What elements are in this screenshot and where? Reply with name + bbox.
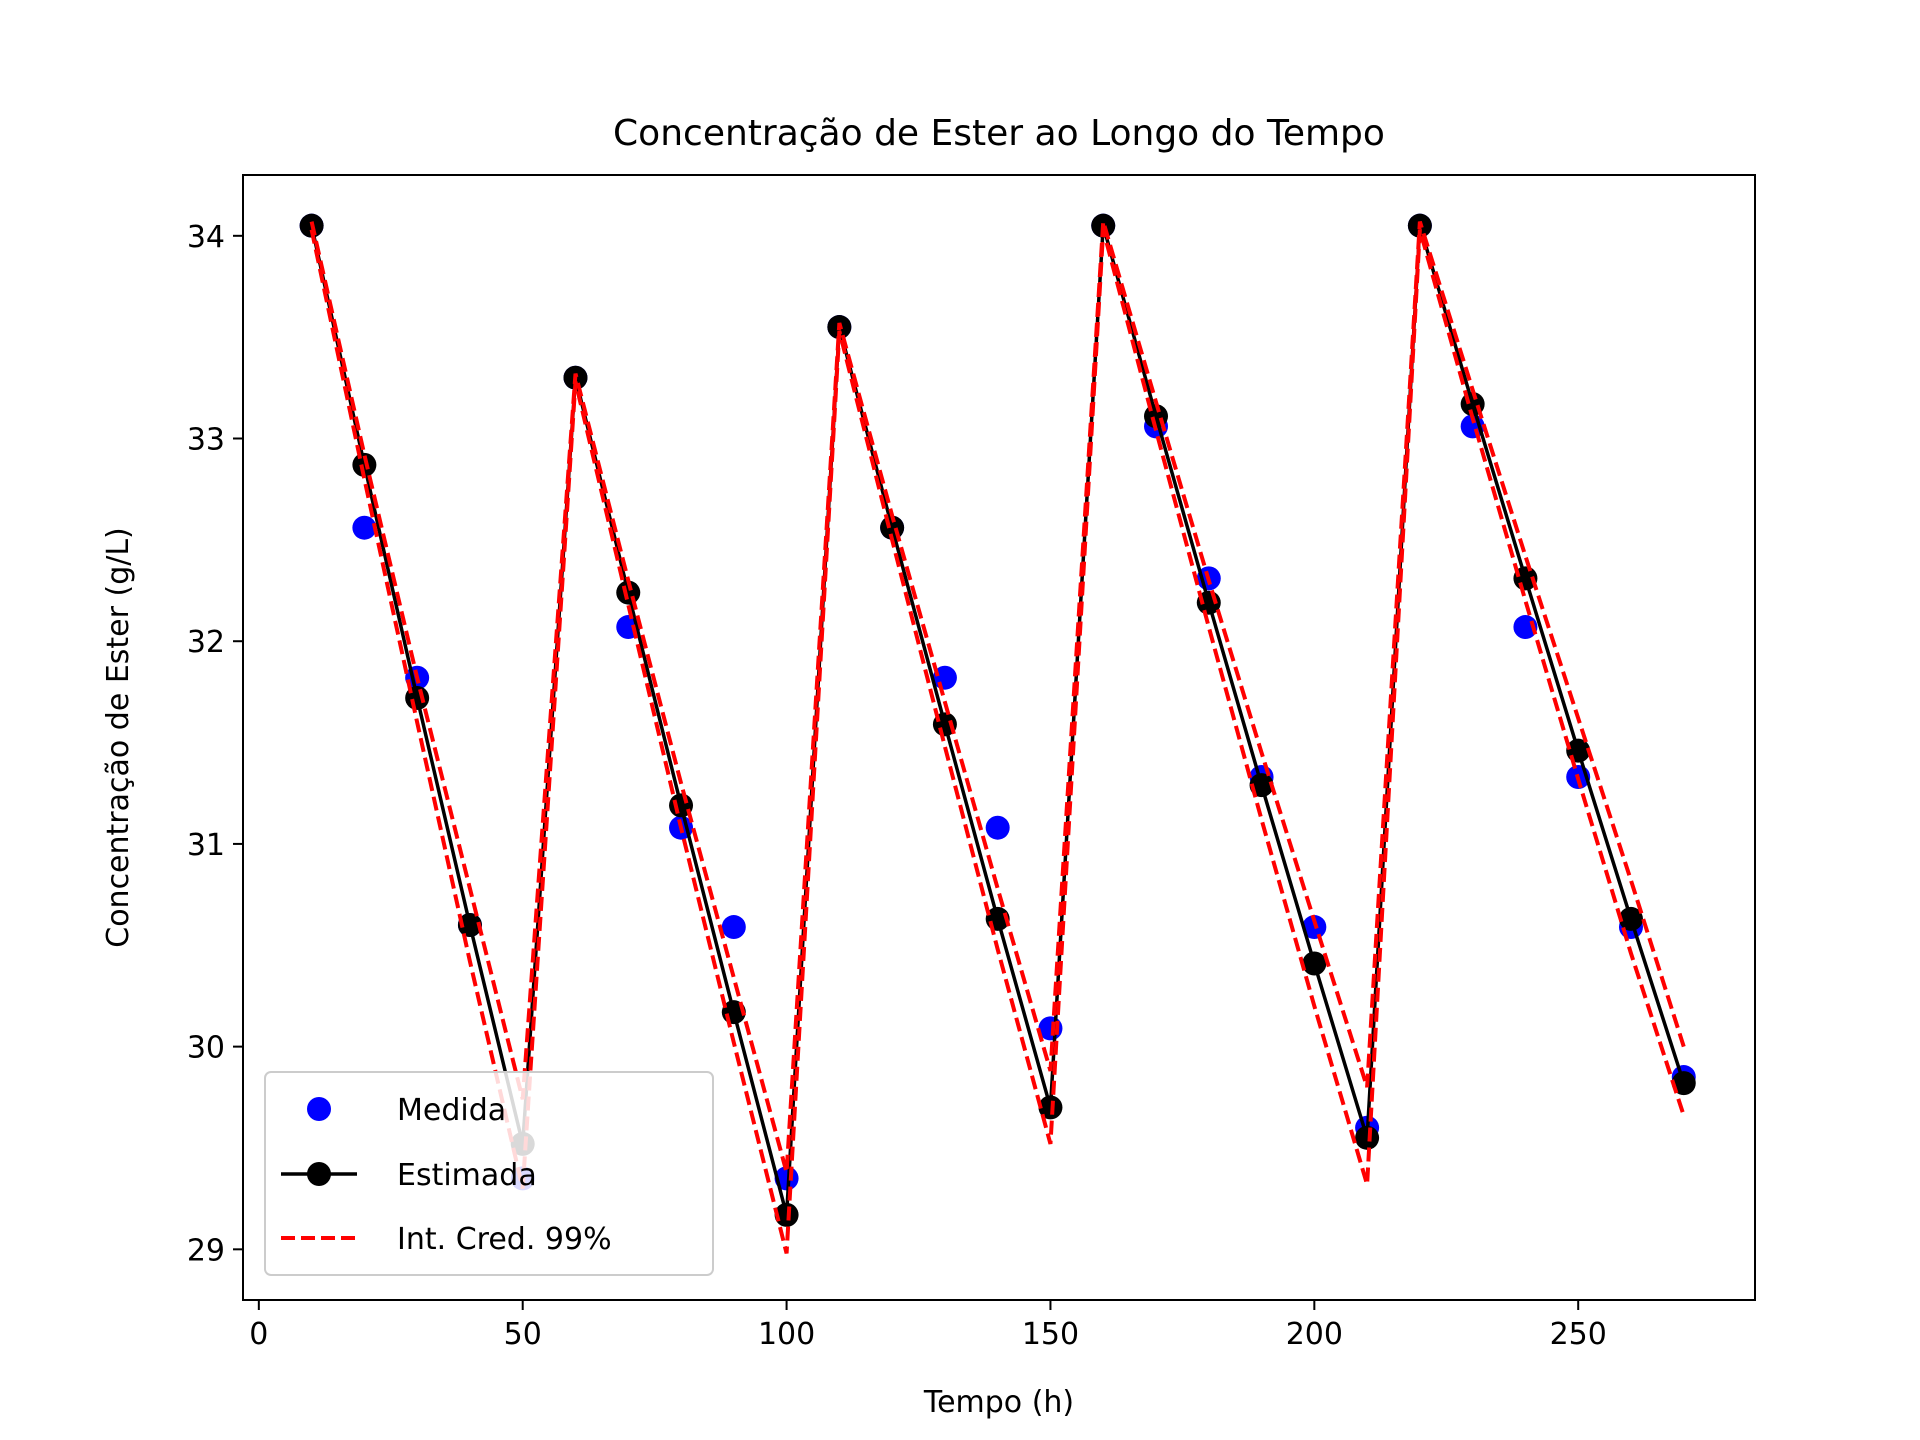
x-axis: 0 50 100 150 200 250 [249, 1300, 1607, 1352]
legend-medida-label: Medida [397, 1093, 506, 1128]
y-tick-label: 31 [187, 828, 225, 863]
estimated-point [1671, 1071, 1696, 1096]
credible-interval-lower-line [309, 229, 1686, 1254]
estimated-point [457, 913, 482, 937]
x-tick-label: 250 [1550, 1317, 1607, 1352]
estimated-point [1355, 1125, 1380, 1150]
series-layer [299, 213, 1696, 1254]
y-tick-label: 30 [187, 1031, 225, 1066]
legend-estimada-label: Estimada [397, 1158, 537, 1193]
y-tick-label: 34 [187, 220, 225, 255]
estimated-point [1302, 951, 1327, 976]
estimated-point [1038, 1095, 1063, 1120]
measured-point [721, 915, 746, 940]
measured-point [352, 515, 377, 540]
legend-box [264, 1071, 714, 1276]
estimated-line [309, 225, 1686, 1216]
measured-point [985, 815, 1010, 840]
credible-interval-upper-line [309, 221, 1686, 1173]
estimated-point [774, 1202, 799, 1227]
x-tick-label: 100 [758, 1317, 815, 1352]
y-axis: 29 30 31 32 33 34 [187, 220, 243, 1268]
x-tick-label: 0 [249, 1317, 268, 1352]
estimated-point [1566, 738, 1591, 763]
y-tick-label: 32 [187, 625, 225, 660]
x-tick-label: 50 [504, 1317, 542, 1352]
x-tick-label: 150 [1022, 1317, 1079, 1352]
plot-area [242, 174, 1756, 1301]
x-tick-label: 200 [1286, 1317, 1343, 1352]
y-axis-label: Concentração de Ester (g/L) [101, 527, 136, 948]
legend-entries: Medida Estimada Int. Cred. 99% [281, 1093, 612, 1257]
legend: Medida Estimada Int. Cred. 99% [264, 1071, 714, 1276]
y-tick-label: 33 [187, 423, 225, 458]
legend-credible-label: Int. Cred. 99% [397, 1222, 612, 1257]
legend-estimada-marker [307, 1162, 331, 1186]
estimated-point [1618, 906, 1643, 931]
chart-title: Concentração de Ester ao Longo do Tempo [613, 113, 1385, 154]
legend-medida-marker [307, 1097, 331, 1121]
y-tick-label: 29 [187, 1233, 225, 1268]
x-axis-label: Tempo (h) [923, 1385, 1074, 1420]
